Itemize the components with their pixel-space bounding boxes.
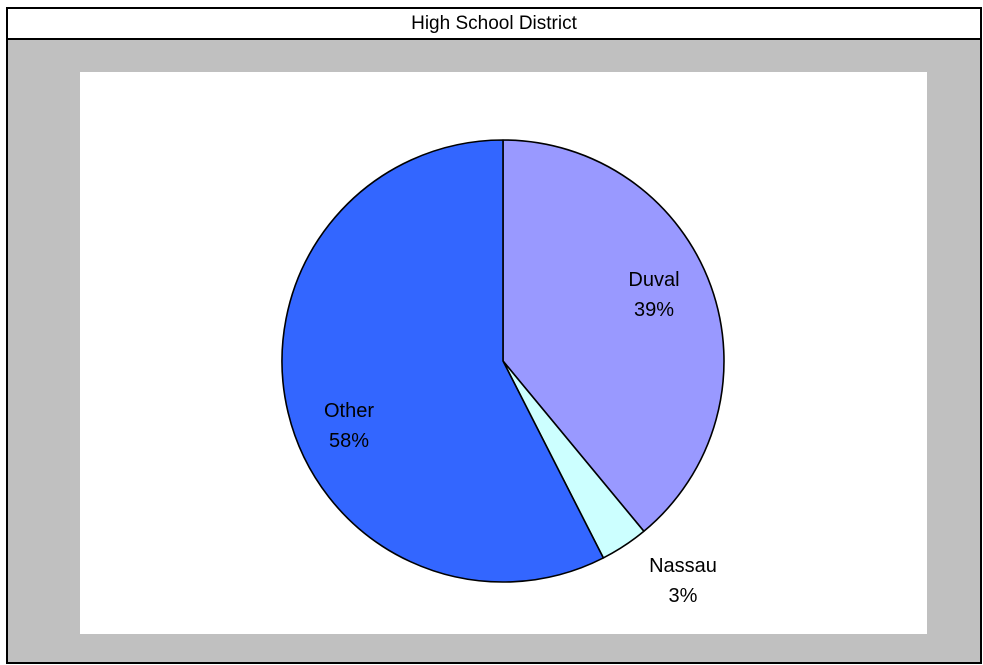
pie-slice-other bbox=[281, 139, 605, 583]
pie-slice-duval bbox=[502, 139, 725, 533]
slice-label-other: Other bbox=[324, 400, 374, 422]
slice-label-nassau: Nassau bbox=[649, 555, 717, 577]
pie-chart: Duval 39% Nassau 3% Other 58% bbox=[281, 139, 725, 607]
slice-percent-nassau: 3% bbox=[669, 585, 698, 607]
chart-title: High School District bbox=[8, 9, 980, 40]
slice-label-duval: Duval bbox=[628, 269, 679, 291]
chart-frame: High School District Duval 39% Nassau 3% Oth… bbox=[6, 7, 982, 664]
plot-area: Duval 39% Nassau 3% Other 58% bbox=[80, 72, 927, 634]
slice-percent-duval: 39% bbox=[634, 299, 674, 321]
slice-percent-other: 58% bbox=[329, 430, 369, 452]
